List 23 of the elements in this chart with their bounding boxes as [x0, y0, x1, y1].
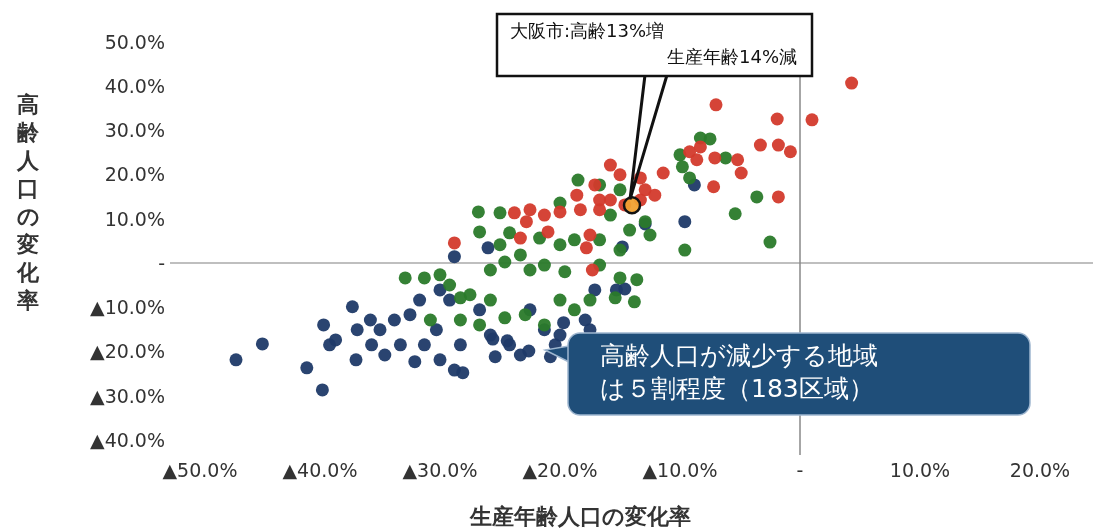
x-tick-label: -	[796, 459, 804, 481]
x-tick-label: ▲30.0%	[402, 459, 478, 481]
y-tick-label: ▲20.0%	[90, 340, 165, 363]
annotation: 生産年齢14%減	[666, 46, 797, 67]
annotation: 高齢人口が減少する地域は５割程度（183区域）	[600, 341, 878, 403]
y-axis-title: 高齢人口の変化率	[16, 92, 40, 313]
x-tick-label: 10.0%	[889, 459, 951, 481]
y-tick-label: 50.0%	[104, 30, 165, 53]
x-tick-label: ▲10.0%	[642, 459, 718, 481]
x-tick-label: 20.0%	[1009, 459, 1071, 481]
y-tick-label: ▲10.0%	[90, 296, 165, 319]
y-tick-label: 20.0%	[104, 163, 165, 186]
y-tick-label: ▲40.0%	[90, 429, 165, 451]
y-tick-label: 30.0%	[104, 119, 165, 142]
x-tick-label: ▲40.0%	[282, 459, 358, 481]
y-tick-label: 10.0%	[104, 207, 165, 230]
text: 大阪市:高齢13%増	[510, 20, 665, 41]
y-tick-label: 40.0%	[104, 74, 165, 97]
x-tick-label: ▲50.0%	[162, 459, 238, 481]
x-axis-title: 生産年齢人口の変化率	[468, 504, 691, 529]
y-tick-label: ▲30.0%	[90, 384, 165, 407]
x-tick-label: ▲20.0%	[522, 459, 598, 481]
y-tick-label: -	[158, 251, 165, 274]
